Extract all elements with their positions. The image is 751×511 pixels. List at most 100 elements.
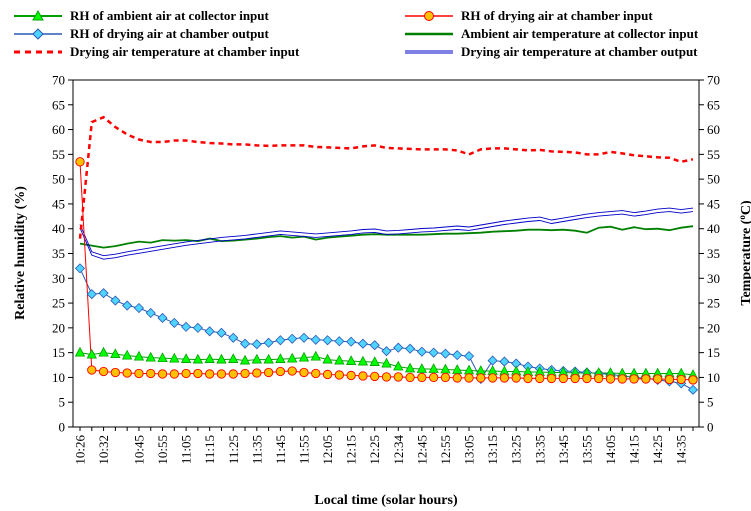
legend-label-t-chamber-input: Drying air temperature at chamber input — [70, 44, 300, 59]
legend-swatch-rh-chamber-output — [14, 28, 62, 40]
point-rh-chamber-output — [74, 263, 86, 274]
point-rh-chamber-output — [239, 338, 251, 349]
point-rh-ambient — [640, 367, 652, 378]
point-rh-chamber-output — [263, 337, 274, 348]
point-rh-chamber-input — [558, 373, 568, 384]
point-rh-chamber-input — [370, 371, 380, 382]
point-rh-ambient — [546, 366, 557, 377]
series-line-t_chamber_output-a — [79, 207, 694, 257]
y-left-tick-label: 50 — [52, 172, 65, 187]
series-line-rh_chamber_output — [79, 268, 694, 391]
point-rh-chamber-output — [640, 373, 651, 384]
x-tick-label: 14:25 — [650, 435, 665, 465]
point-rh-chamber-output — [558, 365, 569, 377]
point-rh-chamber-input — [523, 373, 533, 384]
point-rh-chamber-output — [687, 384, 699, 395]
point-rh-ambient — [463, 364, 475, 375]
point-rh-chamber-input — [122, 368, 132, 378]
point-rh-chamber-output — [522, 361, 534, 372]
y-left-tick-label: 35 — [52, 246, 65, 261]
series-line-rh_chamber_input — [79, 161, 694, 381]
point-rh-chamber-input — [417, 372, 427, 383]
x-tick-label: 13:25 — [509, 435, 524, 465]
point-rh-ambient — [652, 367, 663, 378]
point-rh-chamber-output — [169, 317, 180, 328]
legend-swatch-t-chamber-input — [14, 50, 62, 54]
x-tick-label: 11:15 — [202, 435, 217, 464]
point-rh-chamber-input — [334, 370, 344, 380]
legend-item-rh-chamber-output: RH of drying air at chamber output — [12, 25, 269, 43]
legend-item-rh-chamber-input: RH of drying air at chamber input — [403, 7, 653, 25]
point-rh-chamber-output — [428, 347, 439, 358]
point-rh-chamber-input — [594, 373, 604, 384]
y-left-ticks: 0 5 10 15 20 25 30 35 40 45 50 55 60 65 70 — [52, 73, 73, 435]
point-rh-chamber-output — [652, 374, 663, 385]
point-rh-chamber-output — [617, 370, 628, 382]
y-left-tick-label: 0 — [59, 420, 66, 435]
x-tick-label: 11:25 — [226, 435, 241, 464]
y-left-tick-label: 20 — [52, 320, 65, 335]
legend-label-rh-ambient: RH of ambient air at collector input — [70, 8, 269, 23]
legend-item-t-chamber-input: Drying air temperature at chamber input — [12, 43, 299, 61]
point-rh-chamber-output — [570, 366, 581, 377]
y-right-tick-label: 10 — [707, 370, 720, 385]
y-left-tick-label: 30 — [52, 271, 65, 286]
point-rh-chamber-input — [275, 366, 286, 377]
x-tick-label: 12:45 — [414, 435, 429, 465]
point-rh-chamber-output — [369, 340, 380, 351]
point-rh-ambient — [180, 353, 192, 363]
x-tick-label: 11:55 — [296, 435, 311, 464]
point-rh-chamber-input — [311, 368, 321, 379]
y-right-tick-label: 70 — [707, 73, 720, 88]
point-rh-chamber-output — [310, 334, 321, 345]
series-line-t_ambient — [79, 225, 694, 249]
point-rh-chamber-output — [664, 376, 675, 387]
y-right-tick-label: 45 — [707, 196, 720, 211]
point-rh-ambient — [334, 354, 345, 365]
point-rh-chamber-input — [393, 372, 403, 382]
point-rh-chamber-input — [652, 374, 663, 384]
y-right-tick-label: 35 — [707, 246, 720, 261]
point-rh-ambient — [605, 367, 616, 377]
y-right-tick-label: 60 — [707, 122, 720, 137]
point-rh-chamber-input — [252, 368, 262, 378]
point-rh-chamber-output — [157, 312, 168, 324]
point-rh-chamber-input — [664, 374, 675, 385]
point-rh-ambient — [593, 367, 604, 377]
point-rh-chamber-output — [110, 295, 121, 306]
point-rh-chamber-input — [146, 368, 156, 379]
point-rh-ambient — [393, 360, 404, 371]
point-rh-chamber-input — [299, 367, 309, 378]
y-left-tick-label: 15 — [52, 345, 65, 360]
x-tick-label: 13:45 — [556, 435, 571, 465]
point-rh-ambient — [275, 353, 286, 363]
x-tick-label: 11:45 — [273, 435, 288, 464]
y-right-axis-label: Temperature (oC) — [737, 200, 751, 306]
point-rh-ambient — [511, 365, 522, 376]
point-rh-chamber-input — [287, 366, 297, 376]
point-rh-chamber-output — [581, 367, 592, 378]
x-tick-label: 12:55 — [438, 435, 453, 465]
point-rh-chamber-output — [511, 358, 522, 369]
x-tick-label: 14:15 — [627, 435, 642, 465]
point-rh-chamber-input — [346, 370, 356, 381]
point-rh-chamber-input — [216, 369, 227, 379]
x-tick-label: 12:25 — [367, 435, 382, 465]
point-rh-ambient — [204, 353, 215, 363]
point-rh-chamber-output — [416, 346, 427, 357]
point-rh-chamber-input — [429, 372, 439, 383]
y-right-tick-label: 55 — [707, 147, 720, 162]
point-rh-ambient — [251, 353, 262, 364]
y-left-axis-label: Relative humidity (%) — [13, 186, 28, 320]
point-rh-chamber-input — [87, 365, 97, 375]
point-rh-chamber-input — [499, 373, 510, 383]
point-rh-ambient — [86, 348, 97, 359]
point-rh-chamber-output — [204, 326, 215, 337]
point-rh-chamber-output — [133, 302, 145, 314]
y-left-tick-label: 40 — [52, 221, 65, 236]
point-rh-chamber-input — [617, 374, 627, 384]
point-rh-chamber-input — [205, 369, 215, 379]
point-rh-chamber-output — [287, 333, 298, 344]
y-right-tick-label: 20 — [707, 320, 720, 335]
point-rh-chamber-input — [358, 371, 368, 381]
